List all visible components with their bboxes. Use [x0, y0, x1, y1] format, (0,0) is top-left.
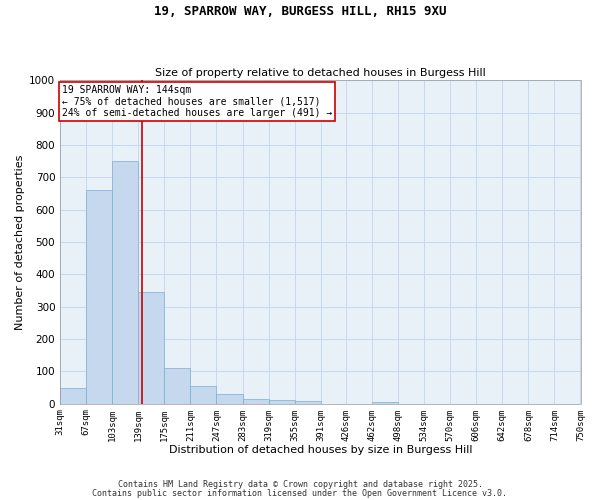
Text: Contains public sector information licensed under the Open Government Licence v3: Contains public sector information licen… [92, 488, 508, 498]
Bar [190, 386, 217, 404]
Bar [372, 402, 398, 404]
Bar [112, 161, 139, 404]
Bar [86, 190, 112, 404]
Text: 19 SPARROW WAY: 144sqm
← 75% of detached houses are smaller (1,517)
24% of semi-: 19 SPARROW WAY: 144sqm ← 75% of detached… [62, 85, 332, 118]
X-axis label: Distribution of detached houses by size in Burgess Hill: Distribution of detached houses by size … [169, 445, 472, 455]
Text: Contains HM Land Registry data © Crown copyright and database right 2025.: Contains HM Land Registry data © Crown c… [118, 480, 482, 489]
Bar [139, 292, 164, 404]
Bar [242, 399, 269, 404]
Bar [269, 400, 295, 404]
Y-axis label: Number of detached properties: Number of detached properties [15, 154, 25, 330]
Title: Size of property relative to detached houses in Burgess Hill: Size of property relative to detached ho… [155, 68, 486, 78]
Bar [295, 401, 320, 404]
Bar [60, 388, 86, 404]
Text: 19, SPARROW WAY, BURGESS HILL, RH15 9XU: 19, SPARROW WAY, BURGESS HILL, RH15 9XU [154, 5, 446, 18]
Bar [217, 394, 242, 404]
Bar [164, 368, 190, 404]
